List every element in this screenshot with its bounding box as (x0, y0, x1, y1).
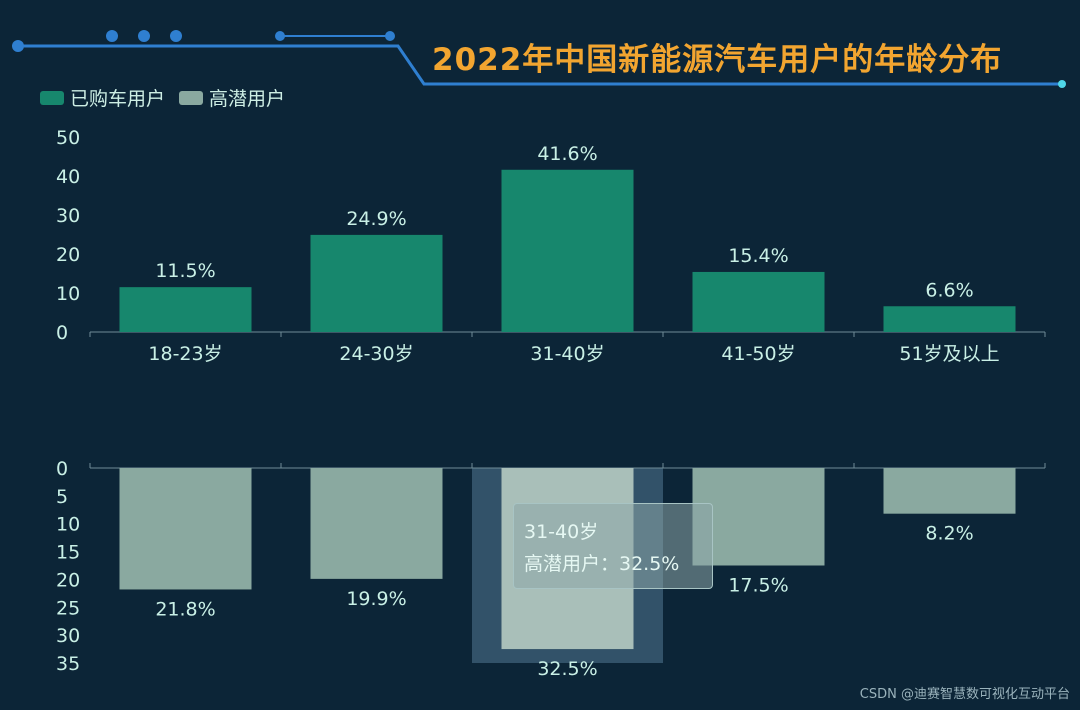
header-deco-dot (138, 30, 150, 42)
data-label-potential: 8.2% (925, 523, 973, 545)
y-tick-label: 30 (56, 205, 80, 227)
y-tick-label: 50 (56, 127, 80, 149)
bar-purchased (310, 234, 443, 332)
y-tick-label: 10 (56, 514, 80, 536)
header-deco-dot (106, 30, 118, 42)
y-tick-label: 30 (56, 625, 80, 647)
bar-purchased (692, 271, 825, 332)
data-label-purchased: 15.4% (728, 245, 788, 267)
legend-item-purchased[interactable]: 已购车用户 (40, 84, 165, 111)
y-tick-label: 20 (56, 569, 80, 591)
x-tick-label: 31-40岁 (530, 343, 604, 365)
chart-title: 2022年中国新能源汽车用户的年龄分布 (432, 42, 1003, 78)
header-deco-dot (12, 40, 24, 52)
bar-potential (692, 468, 825, 566)
y-tick-label: 20 (56, 244, 80, 266)
y-tick-label: 40 (56, 166, 80, 188)
tooltip-category: 31-40岁 (524, 521, 599, 543)
y-tick-label: 10 (56, 283, 80, 305)
x-tick-label: 41-50岁 (721, 343, 795, 365)
data-label-potential: 21.8% (155, 598, 215, 620)
watermark: CSDN @迪赛智慧数可视化互动平台 (859, 687, 1070, 702)
bar-purchased (501, 169, 634, 332)
data-label-purchased: 11.5% (155, 260, 215, 282)
bar-potential (883, 468, 1016, 514)
legend-label-purchased: 已购车用户 (70, 88, 166, 110)
y-tick-label: 25 (56, 597, 80, 619)
bar-purchased (119, 287, 252, 332)
data-label-potential: 32.5% (537, 658, 597, 680)
y-tick-label: 35 (56, 653, 80, 675)
legend-swatch-purchased (40, 90, 64, 105)
legend-label-potential: 高潜用户 (209, 88, 286, 110)
bar-potential (119, 468, 252, 590)
header-deco-dot (275, 31, 285, 41)
x-tick-label: 18-23岁 (148, 343, 222, 365)
legend-item-potential[interactable]: 高潜用户 (179, 84, 285, 111)
header-deco-dot (1058, 80, 1066, 88)
data-label-purchased: 41.6% (537, 143, 597, 165)
y-tick-label: 5 (56, 486, 68, 508)
y-tick-label: 15 (56, 542, 80, 564)
x-tick-label: 24-30岁 (339, 343, 413, 365)
x-tick-label: 51岁及以上 (899, 343, 999, 365)
legend-swatch-potential (179, 90, 204, 105)
data-label-potential: 17.5% (728, 575, 788, 597)
bar-purchased (883, 306, 1016, 332)
y-tick-label: 0 (56, 458, 68, 480)
data-label-purchased: 24.9% (346, 208, 406, 230)
header-deco-line (18, 44, 1062, 86)
data-label-potential: 19.9% (346, 588, 406, 610)
y-tick-label: 0 (56, 322, 68, 344)
bar-potential (310, 468, 443, 579)
data-label-purchased: 6.6% (925, 279, 973, 301)
tooltip-value: 高潜用户：32.5% (524, 553, 680, 575)
header-deco-dot (170, 30, 182, 42)
tooltip: 31-40岁 高潜用户：32.5% (513, 503, 713, 589)
header-deco-dot (385, 31, 395, 41)
legend: 已购车用户 高潜用户 (40, 84, 285, 111)
